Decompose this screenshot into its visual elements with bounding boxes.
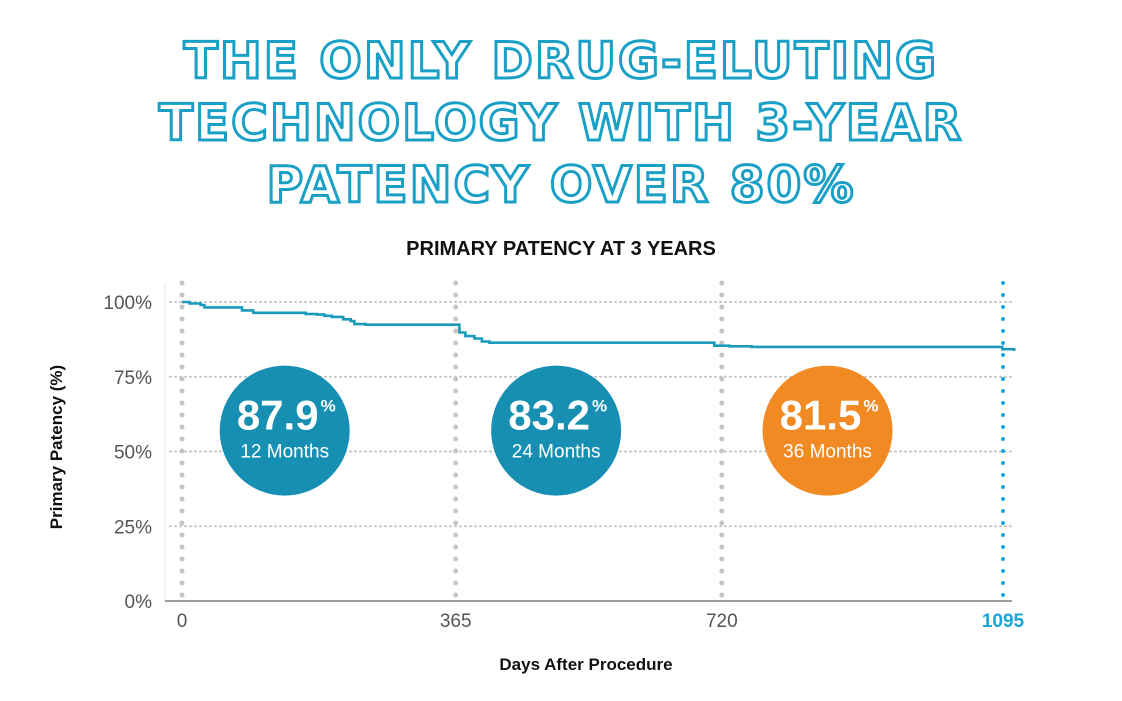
patency-value: 83.2 <box>508 392 590 439</box>
x-tick-label: 1095 <box>982 611 1025 632</box>
x-tick-label: 365 <box>440 611 472 632</box>
patency-unit: % <box>592 397 607 416</box>
y-tick-label: 25% <box>114 517 152 538</box>
patency-period-label: 36 Months <box>783 442 872 463</box>
y-tick-label: 100% <box>103 293 152 314</box>
y-tick-label: 0% <box>125 592 153 613</box>
x-tick-label: 0 <box>177 611 188 632</box>
patency-value: 81.5 <box>780 392 862 439</box>
x-axis-label: Days After Procedure <box>499 655 673 674</box>
patency-circle <box>219 365 350 496</box>
patency-circle <box>491 365 622 496</box>
headline: THE ONLY DRUG-ELUTING TECHNOLOGY WITH 3-… <box>0 30 1122 216</box>
headline-line-2: TECHNOLOGY WITH 3-YEAR <box>157 93 964 154</box>
patency-unit: % <box>863 397 878 416</box>
patency-unit: % <box>321 397 336 416</box>
y-tick-label: 75% <box>114 368 152 389</box>
patency-period-label: 24 Months <box>512 442 601 463</box>
y-axis-label: Primary Patency (%) <box>47 364 66 530</box>
patency-circle <box>762 365 893 496</box>
chart-title: PRIMARY PATENCY AT 3 YEARS <box>406 238 716 260</box>
headline-line-1: THE ONLY DRUG-ELUTING <box>182 31 939 92</box>
patency-period-label: 12 Months <box>240 442 329 463</box>
patency-curve <box>182 300 1016 351</box>
patency-value: 87.9 <box>237 392 319 439</box>
y-tick-label: 50% <box>114 443 152 464</box>
headline-line-3: PATENCY OVER 80% <box>265 155 856 216</box>
x-tick-label: 720 <box>706 611 738 632</box>
